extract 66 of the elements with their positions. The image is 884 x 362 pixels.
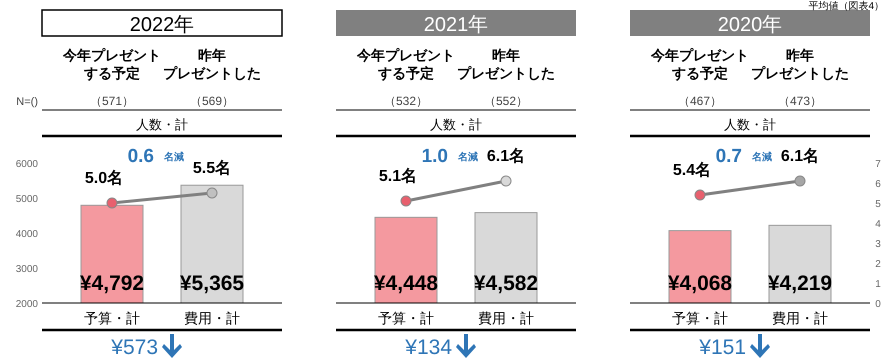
text: 今年プレゼント	[62, 47, 161, 63]
text: （532）	[384, 94, 428, 108]
text: N=()	[16, 96, 38, 108]
data-label: 6.1名	[780, 147, 820, 165]
x-tick-label: 費用・計	[772, 310, 828, 326]
data-label: 5.4名	[672, 161, 712, 179]
annotation: 0.7	[716, 146, 742, 167]
chart-title: 2020年	[718, 14, 782, 36]
text: 今年プレゼント	[650, 47, 749, 63]
annotation: 0.6	[128, 146, 154, 167]
text: 今年プレゼント	[356, 47, 455, 63]
text: する予定	[377, 65, 434, 81]
y2-tick-label: 7	[875, 159, 882, 170]
chart-title: 2022年	[130, 14, 194, 36]
text: 昨年	[198, 47, 226, 63]
text: プレゼントした	[457, 65, 555, 81]
x-tick-label: 予算・計	[84, 310, 140, 326]
y2-tick-label: 2	[875, 259, 882, 270]
data-label: 5.5名	[192, 159, 232, 177]
y-tick-label: 2000	[16, 299, 38, 310]
chart-title: 2021年	[424, 14, 488, 36]
y-tick-label: 6000	[16, 159, 38, 170]
data-label: ¥5,365	[180, 272, 244, 295]
y-tick-label: 3000	[16, 264, 38, 275]
annotation: 1.0	[422, 146, 448, 167]
text: する予定	[83, 65, 140, 81]
text: 人数・計	[724, 117, 776, 132]
data-label: ¥4,792	[80, 272, 144, 295]
y2-tick-label: 3	[875, 239, 882, 250]
text: 人数・計	[136, 117, 188, 132]
text: する予定	[671, 65, 728, 81]
data-label: 6.1名	[486, 147, 526, 165]
text: 平均値（図表4）	[808, 0, 884, 12]
text: 名減	[751, 151, 772, 163]
x-tick-label: 予算・計	[672, 310, 728, 326]
y-tick-label: 5000	[16, 194, 38, 205]
text: （473）	[778, 94, 822, 108]
text: （571）	[90, 94, 134, 108]
data-label: 5.1名	[378, 167, 418, 185]
text: 昨年	[492, 47, 520, 63]
text: ¥573	[110, 336, 158, 359]
data-label: ¥4,068	[668, 272, 732, 295]
text: 昨年	[786, 47, 814, 63]
text: （467）	[678, 94, 722, 108]
text: ¥151	[698, 336, 746, 359]
data-label: ¥4,582	[474, 272, 538, 295]
text: 名減	[457, 151, 478, 163]
y2-tick-label: 5	[875, 199, 882, 210]
text: （552）	[484, 94, 528, 108]
x-tick-label: 予算・計	[378, 310, 434, 326]
x-tick-label: 費用・計	[184, 310, 240, 326]
text: （569）	[190, 94, 234, 108]
x-tick-label: 費用・計	[478, 310, 534, 326]
y2-tick-label: 4	[875, 219, 882, 230]
y2-tick-label: 6	[875, 179, 882, 190]
y2-tick-label: 1	[875, 279, 882, 290]
text: 人数・計	[430, 117, 482, 132]
data-label: ¥4,448	[374, 272, 438, 295]
text: 名減	[163, 151, 184, 163]
data-label: ¥4,219	[768, 272, 832, 295]
data-label: 5.0名	[84, 169, 124, 187]
text: プレゼントした	[751, 65, 849, 81]
y2-tick-label: 0	[875, 299, 882, 310]
text: プレゼントした	[163, 65, 261, 81]
text: ¥134	[404, 336, 452, 359]
y-tick-label: 4000	[16, 229, 38, 240]
